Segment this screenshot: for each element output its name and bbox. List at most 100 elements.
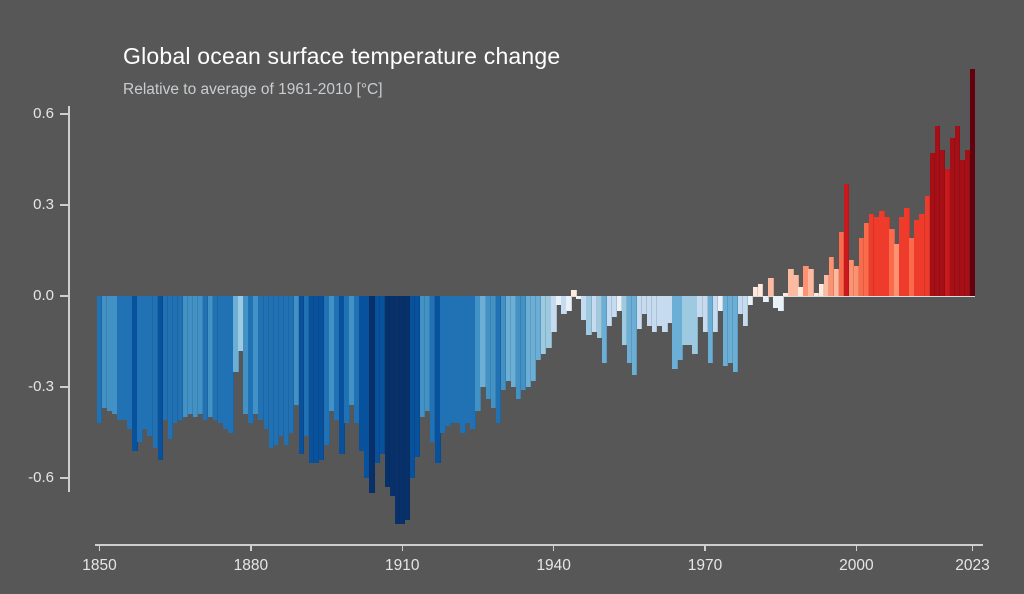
bar-1877 xyxy=(233,296,239,372)
bar-2002 xyxy=(863,223,870,296)
bar-2010 xyxy=(904,208,910,296)
x-tick-label: 2023 xyxy=(955,557,990,574)
bar-1966 xyxy=(682,296,688,345)
bar-1904 xyxy=(369,296,375,494)
bar-1989 xyxy=(798,286,804,296)
bar-1960 xyxy=(652,296,658,333)
bar-1894 xyxy=(319,296,325,460)
bar-1914 xyxy=(419,296,426,418)
y-tick-label: 0.6 xyxy=(33,105,54,122)
bar-1951 xyxy=(606,296,613,327)
bar-1985 xyxy=(778,296,784,312)
bar-1922 xyxy=(460,296,466,433)
bar-1880 xyxy=(248,296,254,424)
bar-1974 xyxy=(722,296,729,366)
bar-2019 xyxy=(949,138,956,296)
bar-1896 xyxy=(329,296,335,412)
bar-2022 xyxy=(964,150,971,296)
bar-1907 xyxy=(384,296,391,488)
bar-1944 xyxy=(571,289,577,296)
bar-1855 xyxy=(122,296,128,421)
bar-1921 xyxy=(455,296,461,424)
y-tick xyxy=(60,477,69,479)
bar-1984 xyxy=(773,296,779,309)
bar-1963 xyxy=(667,296,673,324)
bar-1903 xyxy=(364,296,370,478)
bar-1941 xyxy=(556,296,562,306)
bar-1939 xyxy=(546,296,552,348)
bar-1971 xyxy=(707,296,713,363)
bar-1900 xyxy=(349,296,355,406)
bar-1867 xyxy=(182,296,189,418)
bar-1897 xyxy=(334,296,340,421)
bar-1937 xyxy=(536,296,542,360)
bar-2011 xyxy=(909,238,915,296)
bar-1862 xyxy=(157,296,163,460)
x-tick-label: 2000 xyxy=(839,557,874,574)
bar-1975 xyxy=(727,296,734,363)
bar-1899 xyxy=(344,296,350,424)
bar-1946 xyxy=(581,296,587,321)
bar-1969 xyxy=(697,296,703,318)
bar-1889 xyxy=(293,296,300,406)
x-tick-label: 1850 xyxy=(82,557,117,574)
bar-2018 xyxy=(944,168,951,296)
bar-1993 xyxy=(818,283,824,296)
bar-1982 xyxy=(763,296,769,303)
bar-1992 xyxy=(813,292,819,296)
bar-1884 xyxy=(268,296,274,448)
bar-1964 xyxy=(672,296,678,369)
bar-1942 xyxy=(561,296,567,315)
bar-1868 xyxy=(187,296,194,415)
bar-2007 xyxy=(889,229,895,296)
bar-1864 xyxy=(167,296,174,439)
bar-1934 xyxy=(520,296,527,391)
bar-1973 xyxy=(717,296,724,312)
bar-1893 xyxy=(313,296,320,463)
bar-1957 xyxy=(636,296,643,330)
bar-1916 xyxy=(430,296,436,442)
bar-2014 xyxy=(924,195,930,296)
bar-2003 xyxy=(869,214,875,296)
bar-1945 xyxy=(576,296,582,300)
bar-1878 xyxy=(238,296,244,351)
bar-1858 xyxy=(137,296,143,442)
bar-1991 xyxy=(808,268,814,296)
bar-2001 xyxy=(858,238,865,296)
bar-2004 xyxy=(874,217,880,296)
bar-1999 xyxy=(848,259,855,296)
bar-1859 xyxy=(142,296,148,430)
bar-1872 xyxy=(208,296,214,418)
bar-1854 xyxy=(117,296,123,421)
bar-1871 xyxy=(202,296,209,421)
bar-1915 xyxy=(424,296,431,412)
x-axis-line xyxy=(95,544,983,546)
bar-1887 xyxy=(283,296,290,445)
bar-1890 xyxy=(298,296,305,454)
bar-1996 xyxy=(833,268,840,296)
bar-1933 xyxy=(515,296,522,400)
chart-subtitle: Relative to average of 1961-2010 [°C] xyxy=(123,81,383,98)
bar-1910 xyxy=(399,296,406,524)
bar-1979 xyxy=(747,296,754,306)
bar-1968 xyxy=(692,296,698,354)
bar-1882 xyxy=(258,296,264,421)
bar-2020 xyxy=(954,126,961,296)
bar-1980 xyxy=(752,286,759,296)
bar-1967 xyxy=(687,296,693,345)
bar-1905 xyxy=(374,296,380,463)
bar-1988 xyxy=(793,274,799,296)
bar-1918 xyxy=(440,296,446,433)
bar-1850 xyxy=(97,296,103,424)
bar-2015 xyxy=(929,153,936,296)
bar-1986 xyxy=(783,292,789,296)
bar-1952 xyxy=(611,296,618,318)
bar-1865 xyxy=(172,296,179,424)
bar-1930 xyxy=(500,296,507,391)
bar-1958 xyxy=(641,296,648,315)
bar-1885 xyxy=(273,296,280,445)
y-tick-label: -0.3 xyxy=(28,378,54,395)
bar-1972 xyxy=(712,296,719,333)
bar-1994 xyxy=(823,274,830,296)
